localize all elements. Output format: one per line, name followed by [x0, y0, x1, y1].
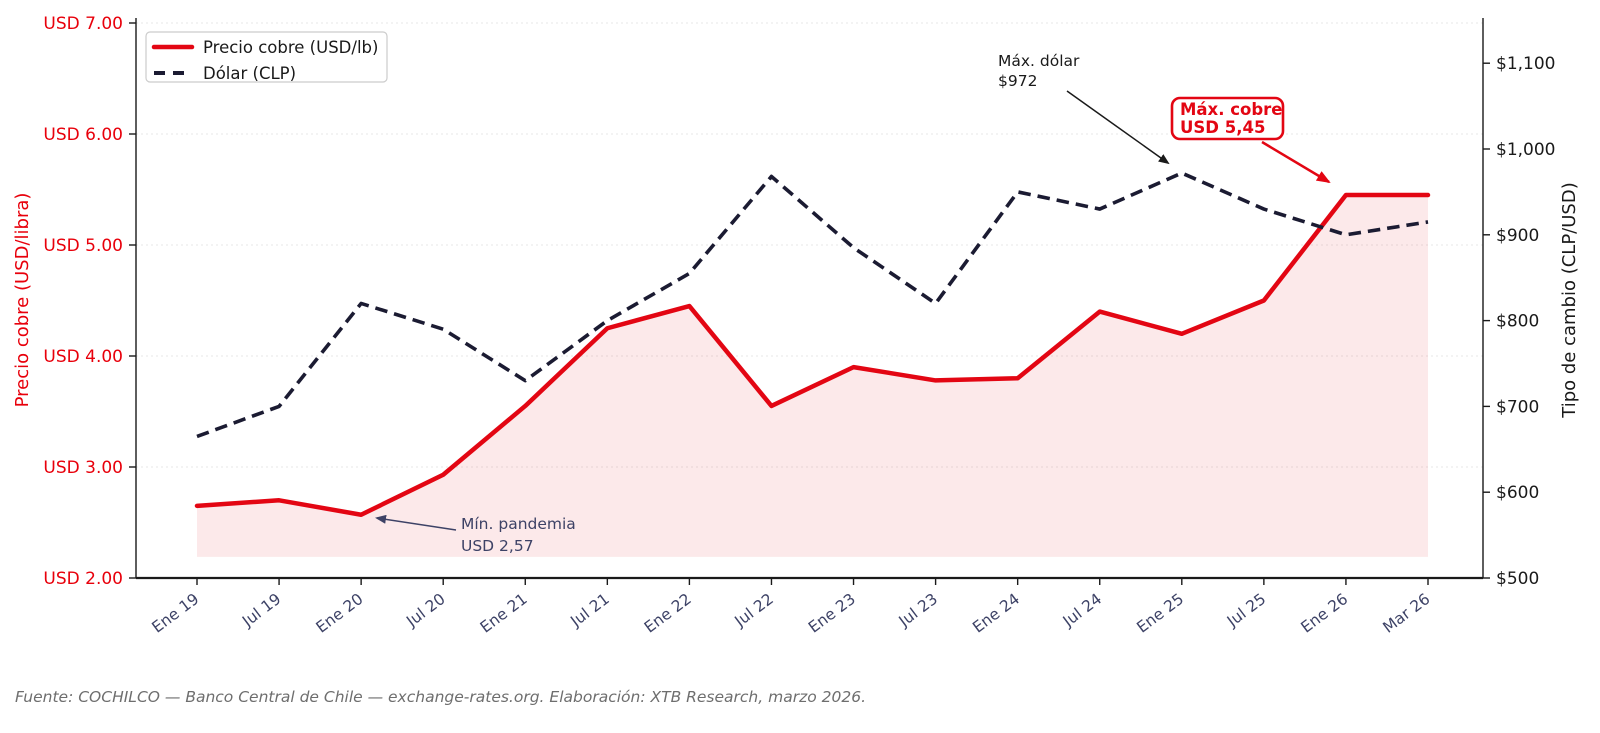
y-left-tick-label: USD 7.00 — [43, 14, 123, 34]
x-tick-label: Jul 20 — [402, 590, 448, 631]
y-right-tick-label: $1,100 — [1496, 54, 1555, 74]
y-left-tick-label: USD 2.00 — [43, 569, 123, 589]
x-tick-label: Ene 20 — [313, 590, 367, 637]
annotation-max-dolar: Máx. dólar $972 — [998, 52, 1170, 165]
x-tick-label: Jul 24 — [1059, 590, 1105, 631]
y-right-tick-label: $1,000 — [1496, 140, 1555, 160]
copper-area-fill — [197, 195, 1428, 557]
y-left-tick-label: USD 4.00 — [43, 347, 123, 367]
annotation-max-dolar-arrow — [1066, 90, 1170, 165]
y-right-tick-label: $700 — [1496, 397, 1539, 417]
y-right-tick-label: $900 — [1496, 226, 1539, 246]
x-tick-label: Jul 22 — [731, 590, 777, 631]
copper-price-polyline — [194, 192, 1431, 517]
x-tick-label: Ene 22 — [641, 590, 695, 637]
annotation-max-cobre-line2: USD 5,45 — [1180, 118, 1265, 137]
legend-label-dollar: Dólar (CLP) — [203, 64, 296, 83]
legend: Precio cobre (USD/lb) Dólar (CLP) — [145, 31, 388, 83]
y-left-tick-label: USD 3.00 — [43, 458, 123, 478]
annotation-min-pandemia: Mín. pandemia USD 2,57 — [375, 514, 576, 555]
x-tick-label: Ene 25 — [1133, 590, 1187, 637]
x-tick-label: Ene 23 — [805, 590, 859, 637]
x-tick-label: Ene 21 — [477, 590, 531, 637]
x-tick-label: Jul 25 — [1223, 590, 1269, 631]
x-tick-label: Jul 23 — [895, 590, 941, 631]
annotation-min-pandemia-line1: Mín. pandemia — [461, 515, 576, 533]
annotation-max-cobre-arrow — [1261, 140, 1331, 184]
annotation-max-dolar-line2: $972 — [998, 72, 1037, 90]
y-right-tick-label: $500 — [1496, 569, 1539, 589]
x-tick-label: Ene 19 — [149, 590, 203, 637]
x-tick-label: Jul 21 — [566, 590, 612, 631]
annotation-max-dolar-line1: Máx. dólar — [998, 52, 1080, 70]
legend-label-copper: Precio cobre (USD/lb) — [203, 38, 378, 57]
x-tick-label: Jul 19 — [238, 590, 284, 631]
annotation-min-pandemia-line2: USD 2,57 — [461, 537, 534, 555]
source-footer: Fuente: COCHILCO — Banco Central de Chil… — [15, 688, 867, 706]
dual-axis-line-chart: USD 2.00 USD 3.00 USD 4.00 USD 5.00 USD 6.00… — [12, 14, 1580, 637]
annotation-max-cobre-box — [1170, 96, 1285, 141]
y-left-tick-label: USD 5.00 — [43, 236, 123, 256]
y-left-tick-label: USD 6.00 — [43, 125, 123, 145]
annotation-max-cobre: Máx. cobre USD 5,45 — [1170, 96, 1331, 184]
y-right-tick-label: $800 — [1496, 312, 1539, 332]
left-axis-title: Precio cobre (USD/libra) — [12, 193, 33, 408]
dollar-clp-line — [196, 171, 1429, 439]
annotation-min-pandemia-arrow — [375, 514, 457, 531]
x-tick-label: Ene 24 — [969, 590, 1023, 637]
x-tick-label: Mar 26 — [1380, 590, 1434, 637]
annotation-max-cobre-line1: Máx. cobre — [1180, 100, 1282, 119]
x-tick-label: Ene 26 — [1298, 590, 1352, 637]
y-right-tick-label: $600 — [1496, 483, 1539, 503]
copper-area — [197, 195, 1428, 557]
right-axis-title: Tipo de cambio (CLP/USD) — [1559, 182, 1580, 418]
legend-box — [145, 31, 388, 83]
dollar-clp-polyline — [196, 171, 1429, 439]
copper-price-line — [194, 192, 1431, 517]
